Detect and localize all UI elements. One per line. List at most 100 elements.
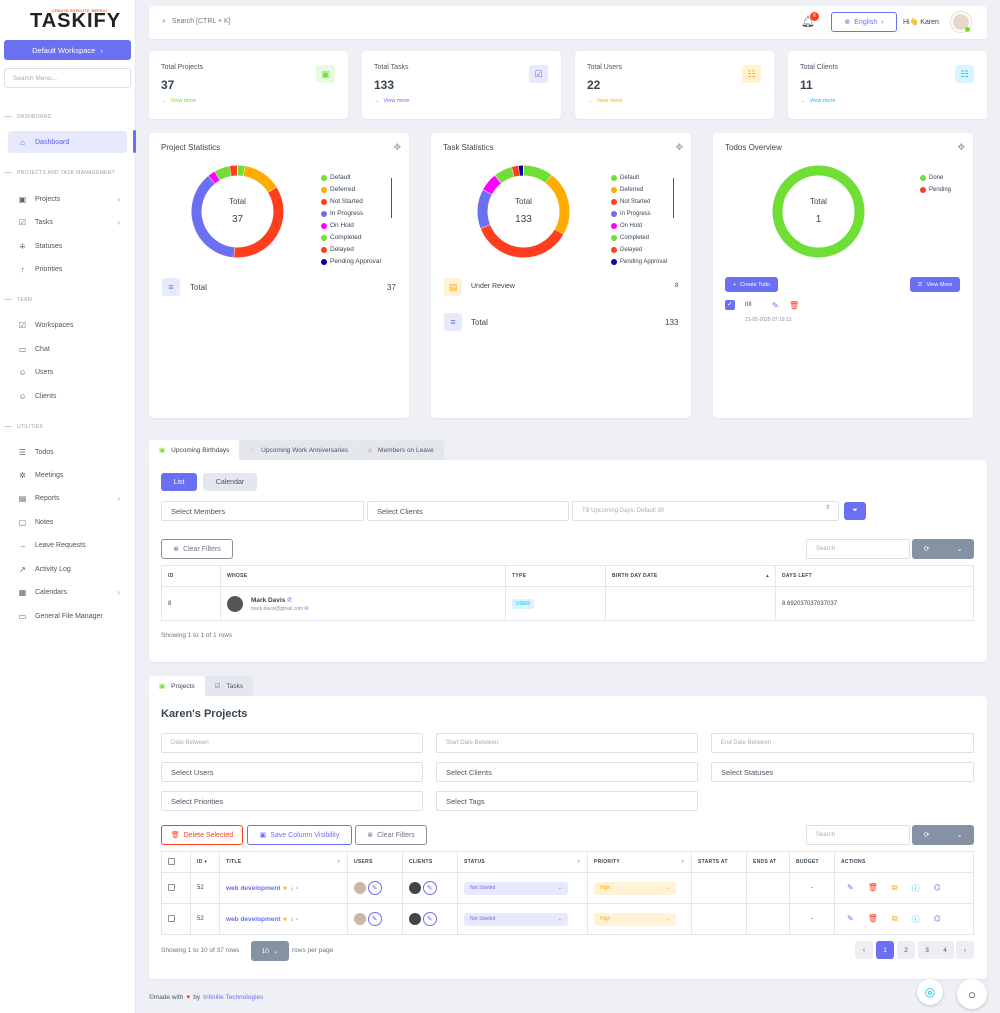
delete-selected-button[interactable]: 🗑︎ Delete Selected [161,825,243,845]
legend-item[interactable]: Not Started [321,196,381,208]
select-users[interactable]: Select Users [161,762,423,782]
upcoming-days-input[interactable]: Till Upcoming Days. Default 30 [572,501,839,521]
page-size-select[interactable]: 10 ⌄ [251,941,289,961]
edit-users-icon[interactable]: ✎ [367,912,382,926]
donut-slice-completed[interactable] [495,166,515,184]
sidebar-item-clients[interactable]: ☺ Clients [8,385,127,407]
stepper-icon[interactable]: ⇕ [825,505,831,511]
donut-slice-in-progress[interactable] [477,189,492,229]
legend-item[interactable]: Completed [611,232,667,244]
sidebar-item-notes[interactable]: ▢ Notes [8,511,127,533]
donut-slice-deferred[interactable] [243,166,277,193]
sidebar-item-dashboard[interactable]: ⌂ Dashboard [8,131,127,153]
sidebar-item-leave-requests[interactable]: → Leave Requests [8,534,127,556]
legend-item[interactable]: Done [920,172,951,184]
search-menu-input[interactable]: Search Menu... [4,68,131,88]
legend-item[interactable]: Default [611,172,667,184]
settings-fab-icon[interactable]: ○ [957,979,987,1009]
donut-slice-delayed[interactable] [229,165,238,177]
pagination-page-4[interactable]: 4 [936,941,954,959]
trash-icon[interactable]: 🗑︎ [867,913,878,923]
info-icon[interactable]: ⓘ [911,883,920,893]
select-clients[interactable]: Select Clients [436,762,698,782]
sitemap-icon[interactable]: ⌬ [933,913,941,923]
company-link[interactable]: Infinitie Technologies [203,994,264,1001]
col-ends-at[interactable]: ENDS AT [746,851,790,873]
select-clients[interactable]: Select Clients [367,501,569,521]
project-title-link[interactable]: web development [226,915,281,923]
todo-checkbox[interactable]: ✓ [725,300,735,310]
view-more-button[interactable]: ☰ View More [910,277,960,292]
legend-item[interactable]: Delayed [321,244,381,256]
view-more-link[interactable]: → View more [587,98,622,104]
col-type[interactable]: TYPE [505,565,606,587]
global-search[interactable]: ⌕ Search [CTRL + K] [162,18,231,26]
table-tools-button[interactable]: ⟳ ⌄ [912,825,974,845]
donut-slice-on-hold[interactable] [483,175,502,195]
star-icon[interactable]: ★ [282,916,288,923]
sidebar-item-file-manager[interactable]: ▭ General File Manager [8,605,127,627]
row-checkbox[interactable] [168,914,175,922]
view-more-link[interactable]: → View more [161,98,196,104]
trash-icon[interactable]: 🗑︎ [867,882,878,892]
legend-item[interactable]: On Hold [321,220,381,232]
col-days-left[interactable]: DAYS LEFT [775,565,974,587]
edit-icon[interactable]: ✎ [847,882,854,892]
start-date-between-input[interactable]: Start Date Between [436,733,698,753]
legend-scrollbar[interactable] [391,178,392,218]
end-date-between-input[interactable]: End Date Between [711,733,974,753]
sidebar-item-meetings[interactable]: ✲ Meetings [8,464,127,486]
avatar[interactable] [354,913,366,925]
edit-clients-icon[interactable]: ✎ [422,881,437,895]
legend-item[interactable]: In Progress [321,208,381,220]
row-checkbox[interactable] [168,883,175,891]
col-budget[interactable]: BUDGET [789,851,835,873]
sidebar-item-todos[interactable]: ☰ Todos [8,441,127,463]
save-column-visibility-button[interactable]: ▣ Save Column Visibility [247,825,352,845]
donut-slice-default[interactable] [237,165,246,177]
sidebar-item-activity-log[interactable]: ↗ Activity Log [8,558,127,580]
select-statuses[interactable]: Select Statuses [711,762,974,782]
pagination-page-1[interactable]: 1 [876,941,894,959]
col-select[interactable] [161,851,191,873]
copy-icon[interactable]: ⧉ [891,913,898,923]
edit-icon[interactable]: ✎ [772,301,779,310]
col-id[interactable]: ID [161,565,221,587]
select-tags[interactable]: Select Tags [436,791,698,811]
avatar[interactable] [354,882,366,894]
tab-tasks[interactable]: ☑ Tasks [204,676,254,696]
col-clients[interactable]: CLIENTS [402,851,458,873]
table-tools-button[interactable]: ⟳ ⌄ [912,539,974,559]
mail-icon[interactable]: ✉ [304,605,309,612]
table-search-input[interactable]: Search [806,539,910,559]
pin-icon[interactable]: ⇣ [289,916,295,923]
info-icon[interactable]: ⓘ [911,914,920,924]
sidebar-item-statuses[interactable]: ⁜ Statuses [8,235,127,257]
sitemap-icon[interactable]: ⌬ [933,882,941,892]
legend-scrollbar[interactable] [673,178,674,218]
sidebar-item-tasks[interactable]: ☑ Tasks › [8,211,127,233]
tab-members-on-leave[interactable]: ⌂ Members on Leave [358,440,444,460]
legend-item[interactable]: Deferred [611,184,667,196]
tab-upcoming-birthdays[interactable]: ▣ Upcoming Birthdays [149,440,240,460]
clear-filters-button[interactable]: ⊗ Clear Filters [161,539,233,559]
pagination-page-2[interactable]: 2 [897,941,915,959]
sidebar-item-projects[interactable]: ▣ Projects › [8,188,127,210]
select-priorities[interactable]: Select Priorities [161,791,423,811]
copy-icon[interactable]: ⧉ [891,882,898,892]
edit-clients-icon[interactable]: ✎ [422,912,437,926]
donut-slice-on-hold[interactable] [208,171,221,184]
sidebar-item-priorities[interactable]: ↑ Priorities [8,258,127,280]
sidebar-item-calendars[interactable]: ▦ Calendars › [8,581,127,603]
legend-item[interactable]: On Hold [611,220,667,232]
list-view-button[interactable]: List [161,473,197,491]
phone-icon[interactable]: ✆ [287,596,293,604]
avatar[interactable] [227,595,243,612]
col-id[interactable]: ID ▾ [190,851,220,873]
chat-icon[interactable]: ▫ [295,885,299,892]
project-title-link[interactable]: web development [226,884,281,892]
pagination-prev[interactable]: ‹ [855,941,873,959]
sidebar-item-users[interactable]: ☺ Users [8,361,127,383]
tab-projects[interactable]: ▣ Projects [149,676,205,696]
person-name[interactable]: Mark Davis ✆ [251,596,309,604]
